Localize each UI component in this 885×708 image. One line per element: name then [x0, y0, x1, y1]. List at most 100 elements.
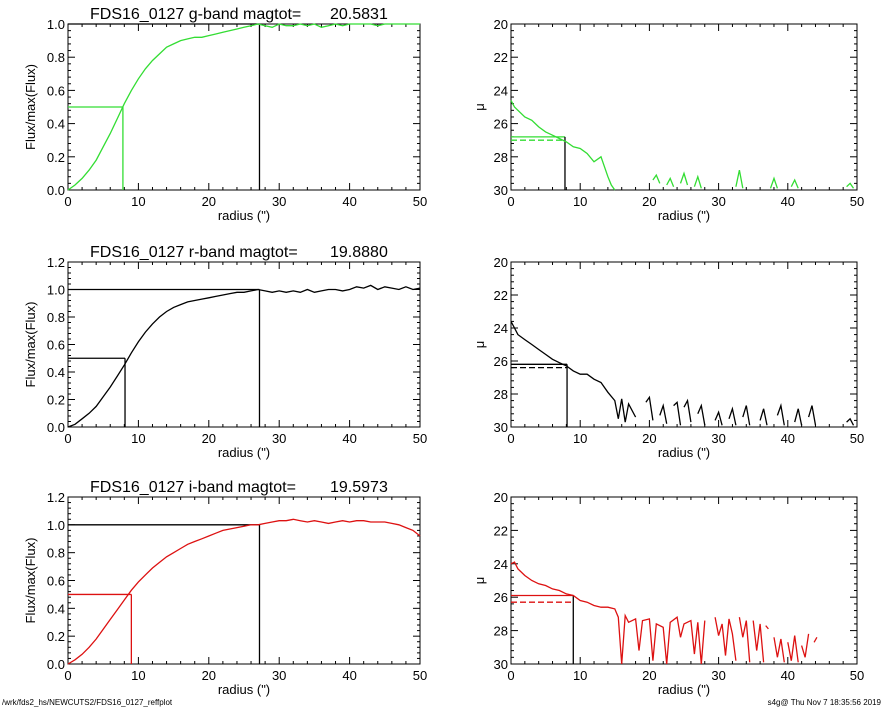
surface-brightness-line	[800, 633, 810, 658]
surface-brightness-line	[679, 171, 689, 186]
plot-frame	[510, 23, 858, 191]
x-tick-label: 20	[642, 194, 656, 209]
surface-brightness-line	[790, 178, 799, 189]
surface-brightness-line	[765, 625, 769, 630]
y-tick-label: 0.8	[47, 546, 65, 561]
x-tick-label: 50	[850, 194, 864, 209]
x-tick-label: 40	[781, 194, 795, 209]
x-tick-label: 0	[507, 194, 514, 209]
surface-brightness-line	[846, 182, 855, 189]
growth-curve-line	[67, 23, 420, 191]
x-tick-label: 10	[131, 431, 145, 446]
y-tick-label: 0.2	[47, 629, 65, 644]
surface-brightness-line	[742, 405, 751, 426]
y-tick-label: 20	[494, 255, 508, 270]
y-axis-label: μ	[472, 577, 487, 585]
surface-brightness-line	[846, 417, 855, 426]
surface-brightness-line	[787, 635, 799, 663]
y-tick-label: 0.4	[47, 365, 65, 380]
plot-frame	[510, 496, 858, 665]
surface-brightness-line	[813, 636, 818, 643]
y-tick-label: 1.2	[47, 490, 65, 505]
x-tick-label: 20	[202, 431, 216, 446]
panel-title: FDS16_0127 g-band magtot=	[90, 6, 301, 23]
surface-brightness-line	[794, 408, 803, 426]
x-axis-label: radius (")	[658, 682, 710, 697]
panel-magtot-value: 20.5831	[330, 6, 388, 23]
y-tick-label: 28	[494, 387, 508, 402]
y-tick-label: 0.4	[47, 601, 65, 616]
y-tick-label: 20	[494, 17, 508, 32]
y-axis-label: Flux/max(Flux)	[23, 64, 38, 150]
x-tick-label: 50	[850, 668, 864, 683]
y-tick-label: 1.0	[47, 283, 65, 298]
y-tick-label: 0.8	[47, 310, 65, 325]
surface-brightness-line	[773, 637, 785, 663]
plot-frame	[510, 261, 858, 428]
y-axis-label: μ	[472, 341, 487, 349]
x-axis-label: radius (")	[218, 682, 270, 697]
y-tick-label: 1.2	[47, 255, 65, 270]
x-tick-label: 50	[413, 668, 427, 683]
y-tick-label: 26	[494, 354, 508, 369]
x-tick-label: 30	[711, 668, 725, 683]
x-axis-label: radius (")	[218, 445, 270, 460]
surface-brightness-line	[693, 174, 702, 189]
surface-brightness-line	[714, 410, 723, 426]
y-tick-label: 22	[494, 523, 508, 538]
growth-curve-line	[67, 284, 421, 428]
x-axis-label: radius (")	[218, 208, 270, 223]
surface-brightness-line	[683, 398, 692, 423]
y-axis-label: Flux/max(Flux)	[23, 538, 38, 624]
y-tick-label: 26	[494, 590, 508, 605]
y-tick-label: 28	[494, 624, 508, 639]
x-tick-label: 30	[711, 431, 725, 446]
panel-title: FDS16_0127 r-band magtot=	[90, 244, 298, 261]
surface-brightness-line	[697, 403, 706, 426]
panel-magtot-value: 19.8880	[330, 244, 388, 261]
plot-frame	[67, 496, 421, 665]
y-tick-label: 20	[494, 490, 508, 505]
y-tick-label: 0.4	[47, 117, 65, 132]
surface-brightness-line	[652, 173, 661, 184]
y-tick-label: 0.2	[47, 150, 65, 165]
surface-brightness-line	[714, 617, 737, 661]
surface-brightness-line	[673, 400, 682, 426]
y-axis-label: Flux/max(Flux)	[23, 302, 38, 388]
y-tick-label: 30	[494, 657, 508, 672]
x-tick-label: 10	[131, 194, 145, 209]
surface-brightness-line	[510, 100, 616, 191]
x-tick-label: 40	[342, 668, 356, 683]
y-tick-label: 22	[494, 288, 508, 303]
surface-brightness-line	[807, 405, 817, 426]
y-tick-label: 0.0	[47, 657, 65, 672]
x-tick-label: 30	[272, 194, 286, 209]
surface-brightness-line	[666, 176, 675, 187]
surface-brightness-line	[728, 406, 737, 426]
x-tick-label: 0	[64, 194, 71, 209]
y-tick-label: 22	[494, 50, 508, 65]
x-tick-label: 40	[342, 431, 356, 446]
footer-file-path: /wrk/fds2_hs/NEWCUTS2/FDS16_0127_reffplo…	[2, 698, 173, 707]
x-tick-label: 0	[64, 668, 71, 683]
y-tick-label: 30	[494, 420, 508, 435]
y-tick-label: 0.0	[47, 420, 65, 435]
x-axis-label: radius (")	[658, 445, 710, 460]
y-tick-label: 1.0	[47, 17, 65, 32]
x-tick-label: 0	[507, 431, 514, 446]
growth-curve-line	[67, 518, 421, 665]
y-tick-label: 28	[494, 150, 508, 165]
surface-brightness-line	[645, 395, 654, 421]
x-tick-label: 10	[131, 668, 145, 683]
surface-brightness-line	[776, 403, 785, 426]
x-tick-label: 30	[711, 194, 725, 209]
surface-brightness-line	[738, 617, 751, 663]
x-tick-label: 10	[573, 668, 587, 683]
x-tick-label: 10	[573, 194, 587, 209]
x-tick-label: 20	[642, 668, 656, 683]
x-tick-label: 20	[642, 431, 656, 446]
y-tick-label: 26	[494, 117, 508, 132]
surface-brightness-line	[769, 176, 779, 189]
x-tick-label: 50	[850, 431, 864, 446]
